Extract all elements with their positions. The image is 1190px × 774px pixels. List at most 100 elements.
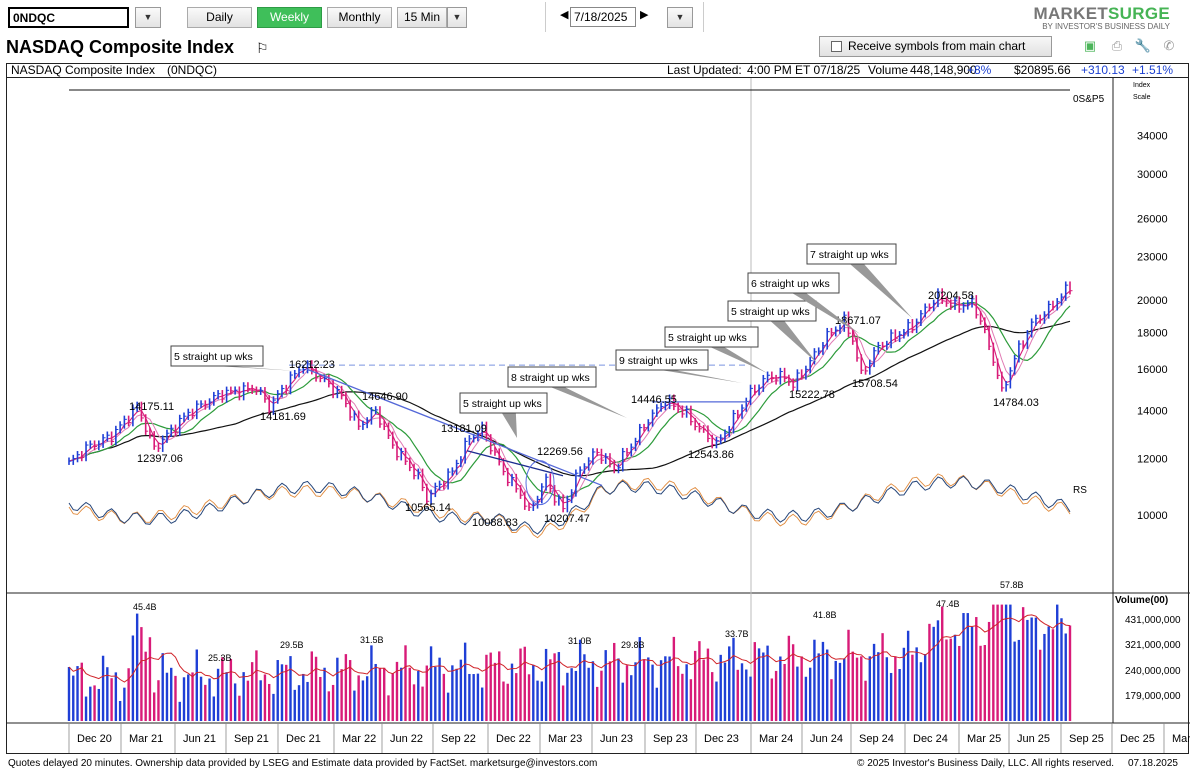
volume-bar: [446, 692, 450, 721]
rs-label: RS: [1073, 485, 1087, 496]
daily-button[interactable]: Daily: [187, 7, 252, 28]
rs-ma-line: [68, 473, 1071, 539]
weekly-button[interactable]: Weekly: [257, 7, 322, 28]
volume-bar: [847, 629, 850, 721]
volume-bar: [118, 700, 122, 721]
price-change: +310.13: [1081, 63, 1125, 77]
volume-bar: [604, 650, 607, 721]
monthly-button[interactable]: Monthly: [327, 7, 392, 28]
date-dropdown-button[interactable]: ▼: [667, 7, 693, 28]
volume-bar: [370, 645, 373, 721]
annotation-text: 5 straight up wks: [731, 306, 810, 318]
next-date-arrow-icon[interactable]: ▶: [640, 9, 649, 21]
annotation-text: 8 straight up wks: [511, 372, 590, 384]
phone-icon[interactable]: ✆: [1163, 38, 1175, 53]
volume-bar: [233, 683, 237, 721]
volume-bar: [365, 676, 369, 721]
volume-bar: [208, 678, 211, 721]
volume-bar: [378, 667, 382, 721]
volume-bar: [838, 662, 842, 721]
volume-bar: [140, 627, 143, 721]
price-tick-label: 34000: [1137, 130, 1168, 142]
symbol-input[interactable]: 0NDQC: [8, 7, 129, 28]
chart-image-icon[interactable]: ▣: [1083, 38, 1097, 53]
downtrend-line: [306, 368, 603, 487]
volume-bar: [804, 676, 808, 721]
volume-bar: [723, 662, 727, 721]
tools-icon[interactable]: 🔧: [1134, 38, 1152, 53]
volume-bar: [306, 681, 309, 721]
x-tick-label: Sep 24: [859, 733, 894, 745]
volume-bar: [902, 647, 906, 721]
volume-bar: [225, 672, 228, 721]
price-label: 20204.58: [928, 290, 974, 302]
annotation-box: [459, 392, 548, 414]
volume-bar: [76, 666, 79, 721]
chart-area[interactable]: 0S&P5 RS 14175.11 12397.06 16212.23 14181.6…: [6, 77, 1190, 755]
volume-bar: [527, 674, 531, 721]
volume-bar: [187, 674, 190, 721]
volume-bar: [855, 657, 859, 721]
volume-bar: [796, 666, 799, 721]
price-tick-label: 12000: [1137, 453, 1168, 465]
volume-bar: [1026, 619, 1029, 721]
volume-bar: [821, 641, 825, 721]
volume-ma-line: [68, 614, 1071, 683]
volume-bar: [144, 651, 147, 721]
volume-bar: [280, 664, 284, 721]
volume-bar: [753, 642, 756, 721]
volume-value: 448,148,900: [910, 63, 977, 77]
volume-bar: [877, 652, 880, 721]
x-tick-label: Dec 21: [286, 733, 321, 745]
price-label: 12397.06: [137, 453, 183, 465]
volume-bar: [106, 667, 109, 721]
intraday-15min-button[interactable]: 15 Min: [397, 7, 447, 28]
print-icon[interactable]: ⎙: [1111, 38, 1123, 53]
volume-bar: [885, 657, 889, 721]
volume-bar: [259, 680, 262, 721]
receive-symbols-checkbox[interactable]: [831, 41, 842, 52]
x-tick-label: Sep 25: [1069, 733, 1104, 745]
ma-5-week-line: [68, 295, 1071, 504]
volume-bar: [383, 667, 386, 721]
x-tick-label: Dec 24: [913, 733, 948, 745]
receive-symbols-label: Receive symbols from main chart: [848, 39, 1026, 53]
price-volume-chart[interactable]: 0S&P5 RS 14175.11 12397.06 16212.23 14181.6…: [7, 78, 1190, 755]
price-tick-label: 14000: [1137, 406, 1168, 418]
volume-bar: [1030, 617, 1033, 721]
flag-icon[interactable]: ⚐: [256, 40, 269, 56]
ma-10-week-line: [68, 301, 1071, 499]
volume-bar: [911, 654, 914, 721]
volume-bar: [962, 613, 965, 721]
date-input[interactable]: 7/18/2025: [570, 7, 636, 27]
prev-date-arrow-icon[interactable]: ◀: [560, 9, 569, 21]
volume-bar: [67, 667, 71, 721]
x-tick-label: Sep 21: [234, 733, 269, 745]
volume-bar: [992, 604, 995, 721]
volume-bar: [766, 645, 769, 721]
x-tick-label: Dec 20: [77, 733, 112, 745]
annotation-box: [170, 345, 264, 367]
rs-line-path: [68, 475, 1071, 535]
volume-bar: [468, 673, 471, 721]
volume-bar: [348, 660, 352, 721]
price-label: 12543.86: [688, 449, 734, 461]
volume-bar: [996, 604, 999, 721]
volume-bar: [182, 677, 186, 721]
annotation-box: [806, 243, 897, 265]
volume-bar: [408, 667, 411, 721]
volume-bar: [958, 645, 961, 721]
intraday-dropdown-button[interactable]: ▼: [447, 7, 467, 28]
volume-bar: [515, 673, 518, 721]
volume-bar: [476, 673, 480, 721]
volume-bar: [561, 685, 565, 721]
price-value: $20895.66: [1014, 63, 1071, 77]
volume-bar: [970, 626, 974, 721]
x-tick-label: Jun 22: [390, 733, 423, 745]
symbol-dropdown-button[interactable]: ▼: [135, 7, 161, 28]
volume-bar: [357, 675, 360, 721]
receive-symbols-toggle[interactable]: Receive symbols from main chart: [819, 36, 1052, 57]
price-tick-label: 18000: [1137, 328, 1168, 340]
volume-bar: [395, 661, 399, 721]
volume-bar: [178, 701, 181, 721]
